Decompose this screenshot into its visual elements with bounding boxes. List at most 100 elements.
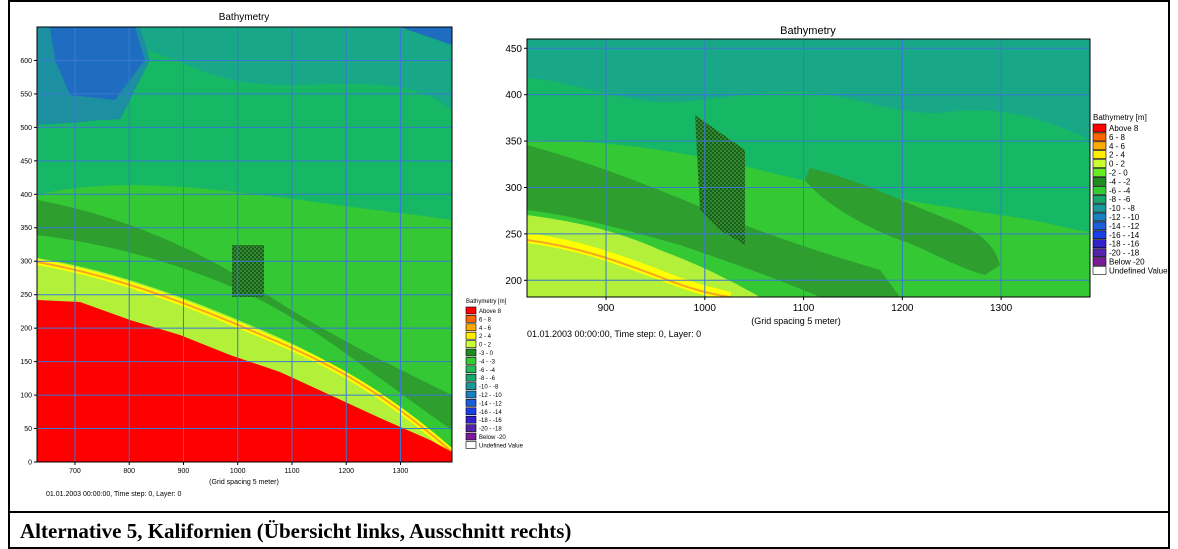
legend-label: -14 - -12 bbox=[1109, 222, 1140, 231]
figure-caption: Alternative 5, Kalifornien (Übersicht li… bbox=[20, 519, 572, 543]
legend-label: -4 - -2 bbox=[1109, 177, 1131, 186]
caption-bar: Alternative 5, Kalifornien (Übersicht li… bbox=[10, 511, 1168, 547]
left-plot-border bbox=[36, 26, 453, 463]
legend-label: 6 - 8 bbox=[1109, 133, 1126, 142]
legend-label: -2 - 0 bbox=[1109, 169, 1128, 178]
y-tick-label: 600 bbox=[20, 58, 32, 65]
legend-label: -18 - -16 bbox=[1109, 240, 1140, 249]
legend-swatch bbox=[1092, 212, 1107, 222]
legend-swatch bbox=[465, 315, 477, 323]
right-heatmap bbox=[527, 39, 1090, 297]
right-zone-yellow-green bbox=[527, 215, 760, 297]
legend-swatch bbox=[1092, 266, 1107, 275]
legend-swatch bbox=[465, 390, 477, 399]
right-bathymetry-plot: Bathymetry 900 1000 1100 1200 1300 200 250 300… bbox=[505, 25, 1168, 339]
legend-label: 0 - 2 bbox=[1109, 160, 1126, 169]
right-plot-border bbox=[526, 38, 1091, 298]
legend-swatch bbox=[465, 306, 477, 315]
left-shoreline-orange bbox=[37, 261, 452, 453]
right-x-axis: 900 1000 1100 1200 1300 bbox=[598, 297, 1013, 314]
legend-label: -6 - -4 bbox=[479, 368, 496, 374]
legend-swatch bbox=[1092, 123, 1107, 133]
left-x-axis-label: (Grid spacing 5 meter) bbox=[209, 479, 279, 486]
y-tick-label: 400 bbox=[505, 90, 522, 101]
legend-label: Below -20 bbox=[479, 435, 506, 441]
left-chart-title: Bathymetry bbox=[219, 12, 270, 23]
y-tick-label: 0 bbox=[28, 459, 32, 466]
legend-label: -3 - 0 bbox=[479, 351, 494, 357]
right-legend: Bathymetry [m] Above 86 - 84 - 62 - 40 - … bbox=[1092, 113, 1168, 275]
legend-swatch bbox=[1092, 150, 1107, 159]
legend-swatch bbox=[1092, 132, 1107, 142]
legend-title: Bathymetry [m] bbox=[466, 299, 507, 305]
y-tick-label: 300 bbox=[505, 183, 522, 194]
legend-swatch bbox=[465, 323, 477, 332]
legend-label: Above 8 bbox=[1109, 124, 1139, 133]
left-y-axis: 0 50 100 150 200 250 300 350 400 450 500 550 600 bbox=[20, 58, 37, 466]
legend-label: 2 - 4 bbox=[479, 334, 492, 340]
right-x-axis-label: (Grid spacing 5 meter) bbox=[751, 316, 841, 326]
legend-label: -20 - -18 bbox=[1109, 249, 1140, 258]
x-tick-label: 1100 bbox=[793, 303, 815, 314]
left-legend: Bathymetry [m] Above 8 6 - 8 4 - 6 2 - 4 0 - … bbox=[465, 299, 524, 449]
legend-swatch bbox=[1092, 230, 1107, 240]
x-tick-label: 1300 bbox=[393, 468, 409, 475]
left-grid bbox=[37, 27, 452, 462]
legend-swatch bbox=[465, 348, 477, 357]
legend-label: Above 8 bbox=[479, 309, 502, 315]
left-structure-dotted bbox=[232, 245, 264, 297]
y-tick-label: 250 bbox=[20, 292, 32, 299]
legend-label: -14 - -12 bbox=[479, 401, 502, 407]
legend-label: -12 - -10 bbox=[479, 393, 502, 399]
legend-label: 4 - 6 bbox=[1109, 142, 1126, 151]
x-tick-label: 800 bbox=[123, 468, 135, 475]
left-timestamp: 01.01.2003 00:00:00, Time step: 0, Layer… bbox=[46, 491, 182, 498]
left-zone-corner-blue bbox=[400, 27, 452, 45]
left-bathymetry-plot: Bathymetry 700 800 900 1000 1100 1200 13 bbox=[20, 12, 523, 498]
y-tick-label: 100 bbox=[20, 393, 32, 400]
right-shoreline-yellow bbox=[527, 233, 732, 297]
legend-label: 4 - 6 bbox=[479, 326, 492, 332]
right-chart-title: Bathymetry bbox=[780, 25, 836, 37]
x-tick-label: 1000 bbox=[230, 468, 246, 475]
right-timestamp: 01.01.2003 00:00:00, Time step: 0, Layer… bbox=[527, 329, 701, 339]
legend-label: -8 - -6 bbox=[479, 376, 496, 382]
legend-label: 6 - 8 bbox=[479, 317, 492, 323]
legend-label: Undefined Value bbox=[1109, 266, 1168, 275]
left-heatmap bbox=[37, 27, 452, 462]
legend-swatch bbox=[1092, 159, 1107, 168]
legend-label: -18 - -16 bbox=[479, 418, 502, 424]
right-shoreline-orange bbox=[527, 239, 731, 297]
legend-swatch bbox=[1092, 248, 1107, 257]
legend-swatch bbox=[1092, 186, 1107, 195]
x-tick-label: 1200 bbox=[338, 468, 354, 475]
legend-label: -6 - -4 bbox=[1109, 186, 1131, 195]
left-zone-land bbox=[37, 300, 452, 462]
legend-swatch bbox=[1092, 239, 1107, 248]
legend-label: -12 - -10 bbox=[1109, 213, 1140, 222]
legend-swatch bbox=[465, 373, 477, 382]
legend-label: Undefined Value bbox=[479, 443, 524, 449]
x-tick-label: 1200 bbox=[891, 303, 914, 314]
legend-label: 0 - 2 bbox=[479, 343, 492, 349]
x-tick-label: 1000 bbox=[694, 303, 717, 314]
legend-label: -10 - -8 bbox=[1109, 204, 1135, 213]
y-tick-label: 200 bbox=[20, 326, 32, 333]
y-tick-label: 250 bbox=[505, 229, 522, 240]
legend-swatch bbox=[465, 382, 477, 390]
y-tick-label: 450 bbox=[20, 158, 32, 165]
left-zone-deep-blue bbox=[50, 27, 145, 100]
y-tick-label: 500 bbox=[20, 125, 32, 132]
legend-swatch bbox=[465, 407, 477, 416]
legend-swatch bbox=[465, 441, 477, 449]
legend-swatch bbox=[1092, 177, 1107, 186]
left-x-axis: 700 800 900 1000 1100 1200 1300 bbox=[69, 462, 408, 475]
x-tick-label: 900 bbox=[598, 303, 615, 314]
legend-swatch bbox=[1092, 141, 1107, 151]
right-zone-teal bbox=[527, 39, 1090, 140]
y-tick-label: 150 bbox=[20, 359, 32, 366]
x-tick-label: 1100 bbox=[284, 468, 299, 475]
legend-swatch bbox=[465, 399, 477, 407]
legend-swatch bbox=[465, 340, 477, 348]
